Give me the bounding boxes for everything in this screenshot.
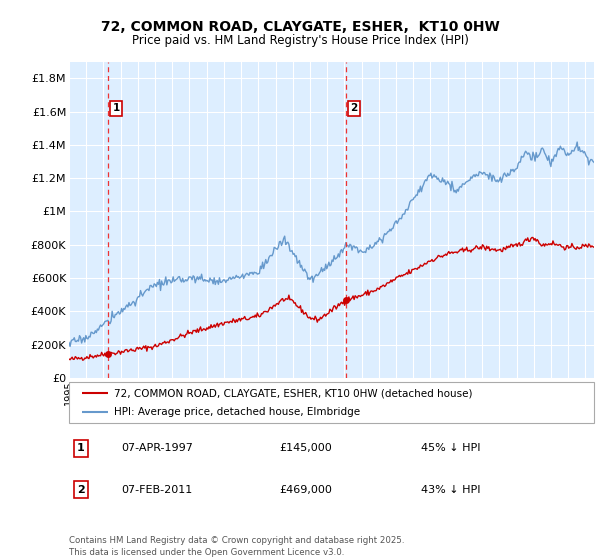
Text: 2: 2: [77, 485, 85, 495]
Text: 07-FEB-2011: 07-FEB-2011: [121, 485, 193, 495]
Text: Contains HM Land Registry data © Crown copyright and database right 2025.
This d: Contains HM Land Registry data © Crown c…: [69, 536, 404, 557]
Text: HPI: Average price, detached house, Elmbridge: HPI: Average price, detached house, Elmb…: [113, 407, 360, 417]
Text: £145,000: £145,000: [279, 443, 332, 453]
Text: 45% ↓ HPI: 45% ↓ HPI: [421, 443, 480, 453]
Text: 43% ↓ HPI: 43% ↓ HPI: [421, 485, 480, 495]
Text: 1: 1: [77, 443, 85, 453]
Text: 2: 2: [350, 103, 358, 113]
Text: Price paid vs. HM Land Registry's House Price Index (HPI): Price paid vs. HM Land Registry's House …: [131, 34, 469, 46]
Text: 07-APR-1997: 07-APR-1997: [121, 443, 193, 453]
Text: 1: 1: [112, 103, 119, 113]
Text: £469,000: £469,000: [279, 485, 332, 495]
Text: 72, COMMON ROAD, CLAYGATE, ESHER,  KT10 0HW: 72, COMMON ROAD, CLAYGATE, ESHER, KT10 0…: [101, 20, 499, 34]
Text: 72, COMMON ROAD, CLAYGATE, ESHER, KT10 0HW (detached house): 72, COMMON ROAD, CLAYGATE, ESHER, KT10 0…: [113, 389, 472, 398]
